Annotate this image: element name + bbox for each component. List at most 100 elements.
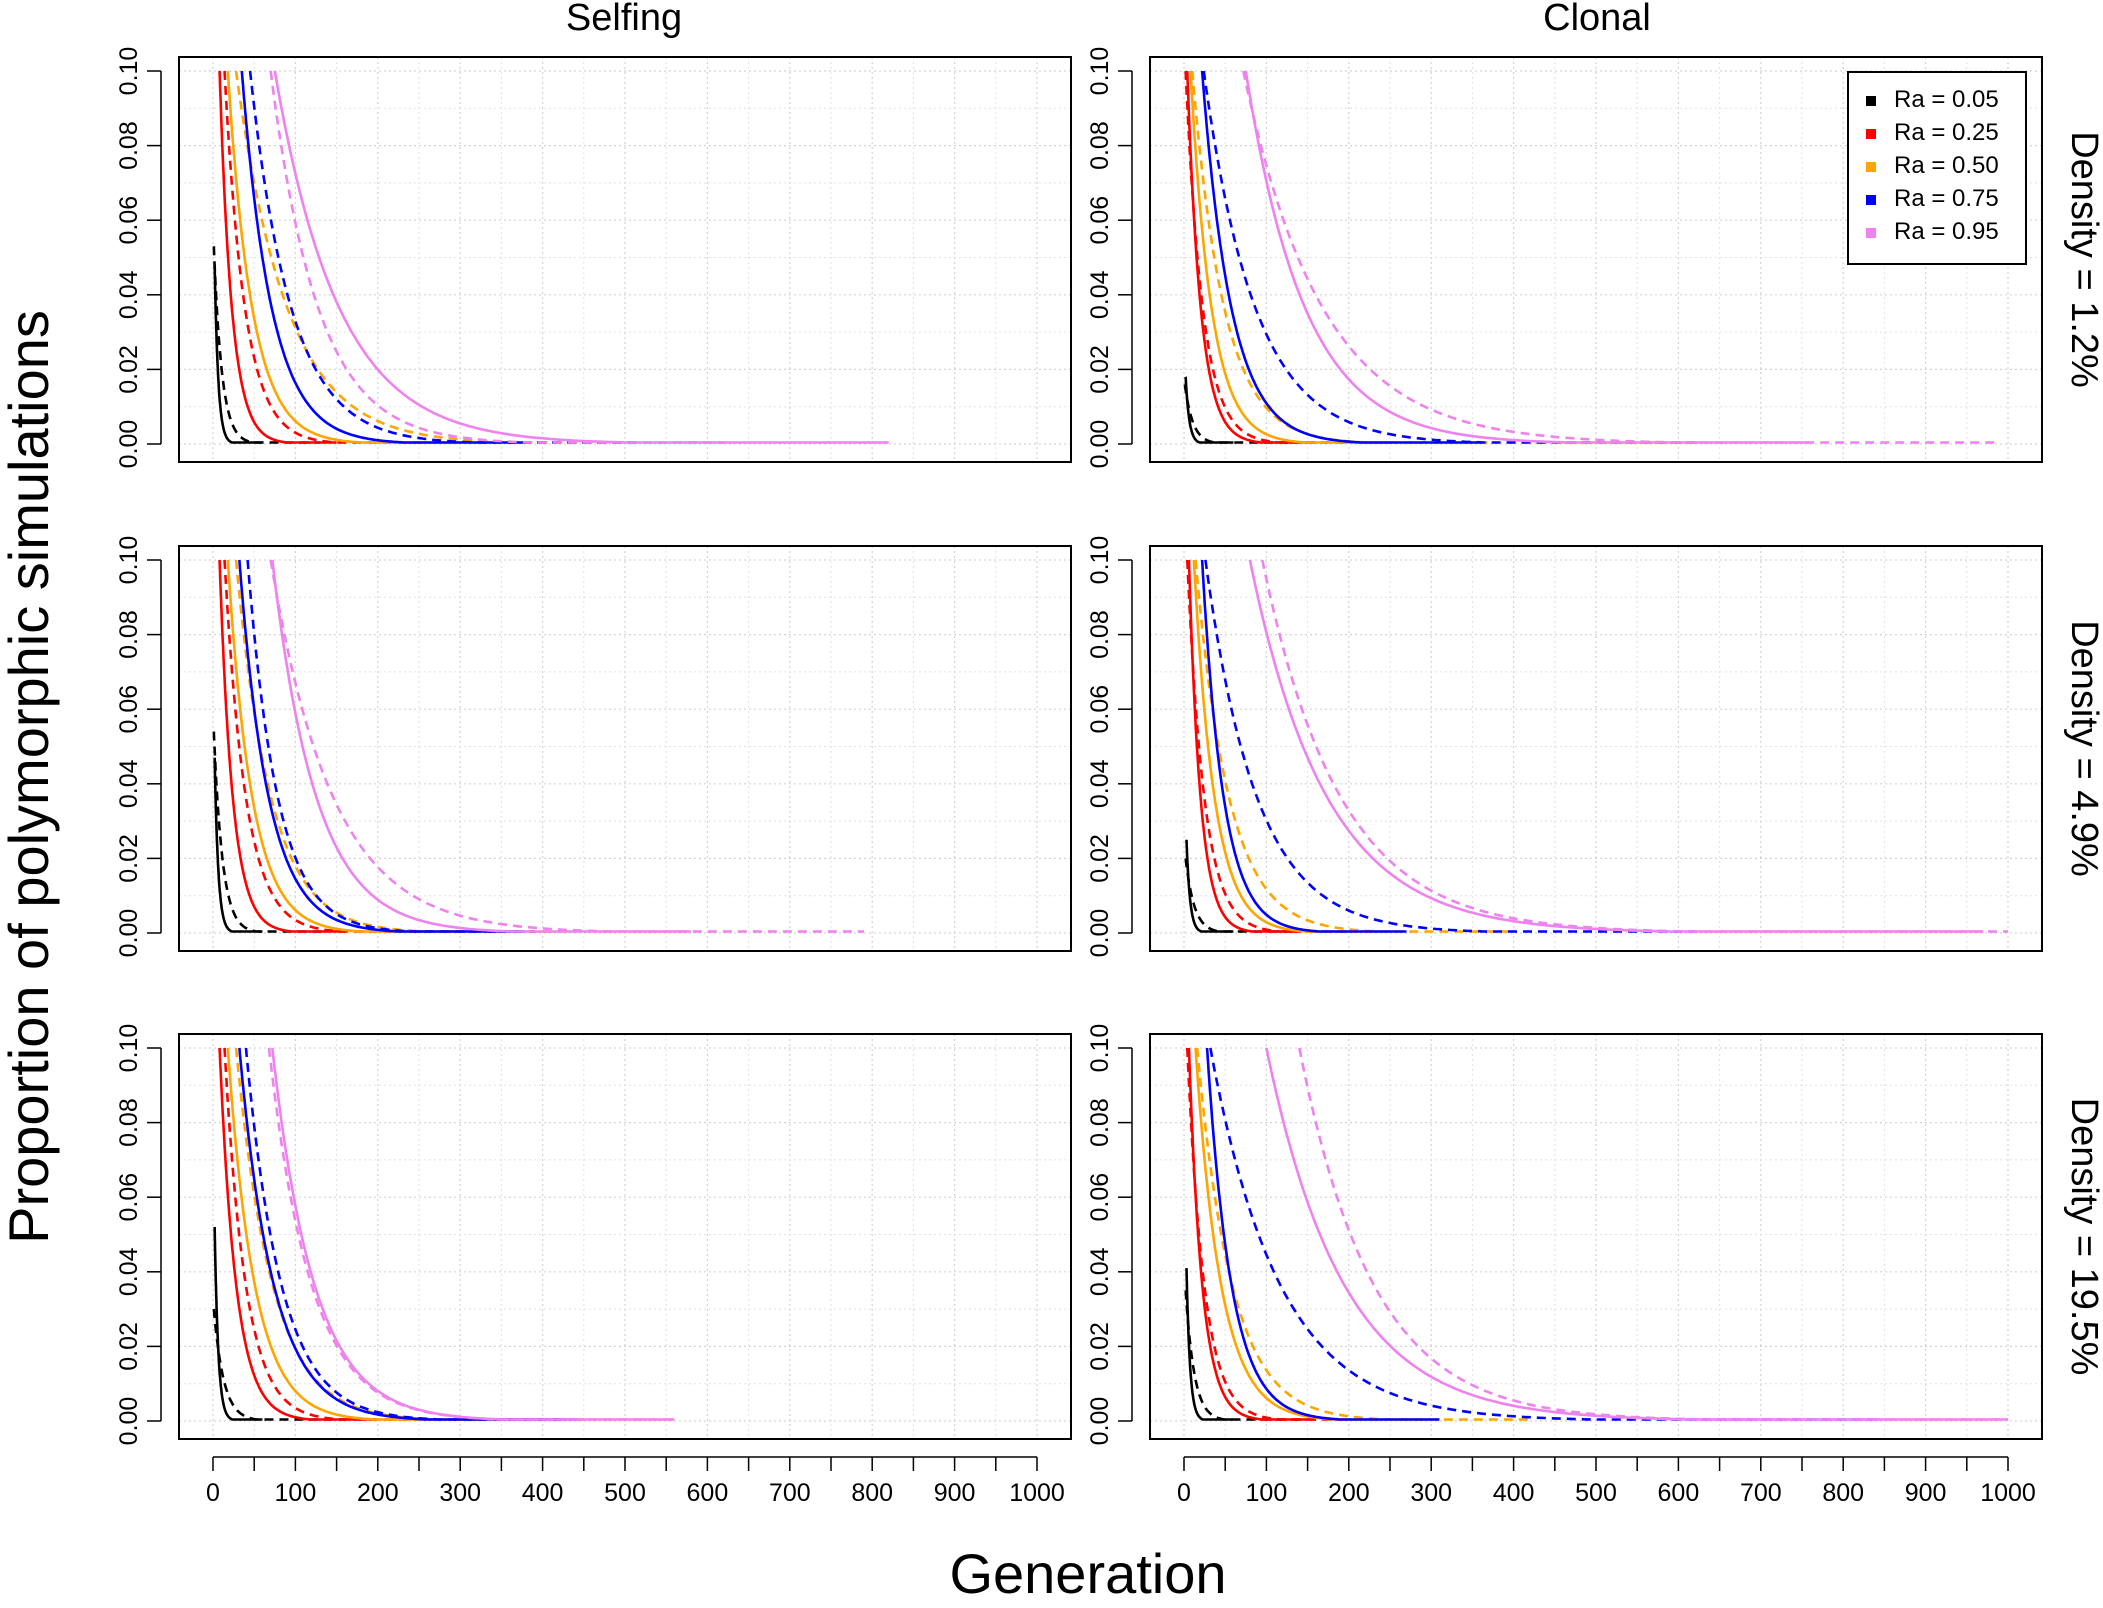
series-line-095-dashed bbox=[1298, 1047, 2008, 1421]
series-line-050-solid bbox=[1194, 1047, 1440, 1421]
series-line-095-solid bbox=[1244, 70, 1811, 444]
panel-frame bbox=[1149, 56, 2043, 463]
y-tick-label: 0.00 bbox=[115, 1397, 143, 1446]
legend-swatch bbox=[1866, 129, 1876, 139]
legend-swatch bbox=[1866, 195, 1876, 205]
y-tick-label: 0.00 bbox=[1086, 1397, 1114, 1446]
x-tick-label: 500 bbox=[604, 1479, 646, 1507]
y-tick-label: 0.08 bbox=[115, 121, 143, 170]
y-tick-label: 0.06 bbox=[115, 685, 143, 734]
x-tick-label: 700 bbox=[1740, 1479, 1782, 1507]
series-line-050-solid bbox=[1189, 70, 1390, 444]
series-line-005-solid bbox=[213, 264, 263, 444]
x-tick-label: 1000 bbox=[1980, 1479, 2036, 1507]
panel-clonal-density-1-2: 0.00 0.02 0.04 0.06 0.08 0.10 Density = 1.2% Ra… bbox=[1086, 47, 2103, 469]
series-line-005-dashed bbox=[1184, 1290, 1300, 1421]
series-line-005-dashed bbox=[1183, 383, 1292, 444]
y-tick-label: 0.06 bbox=[115, 196, 143, 245]
x-tick-label: 800 bbox=[851, 1479, 893, 1507]
y-tick-label: 0.02 bbox=[115, 345, 143, 394]
series-line-095-dashed bbox=[1261, 559, 2008, 933]
panels: 0.00 0.02 0.04 0.06 0.08 0.10 0.00 0.02 0.04 0.06… bbox=[115, 47, 2103, 1507]
y-tick-label: 0.10 bbox=[1086, 536, 1114, 585]
series-line-075-solid bbox=[238, 1047, 568, 1421]
x-tick-label: 300 bbox=[1410, 1479, 1452, 1507]
x-tick-label: 0 bbox=[1177, 1479, 1191, 1507]
y-tick-label: 0.04 bbox=[115, 270, 143, 319]
panel-clonal-density-4-9: 0.00 0.02 0.04 0.06 0.08 0.10 Density = 4.9% bbox=[1086, 536, 2103, 958]
panel-clonal-density-19-5: 0.00 0.02 0.04 0.06 0.08 0.10 Density = 19.5% 0… bbox=[1086, 1024, 2103, 1507]
panel-selfing-density-1-2: 0.00 0.02 0.04 0.06 0.08 0.10 bbox=[115, 47, 1072, 469]
row-label: Density = 1.2% bbox=[2063, 131, 2103, 388]
legend-label: Ra = 0.75 bbox=[1894, 185, 1999, 212]
y-tick-label: 0.04 bbox=[1086, 759, 1114, 808]
y-tick-label: 0.08 bbox=[1086, 121, 1114, 170]
x-tick-label: 800 bbox=[1822, 1479, 1864, 1507]
y-tick-label: 0.06 bbox=[115, 1173, 143, 1222]
series-line-075-dashed bbox=[244, 1047, 584, 1421]
x-tick-label: 600 bbox=[687, 1479, 729, 1507]
x-tick-label: 0 bbox=[206, 1479, 220, 1507]
series-line-050-dashed bbox=[234, 1047, 584, 1421]
y-tick-label: 0.04 bbox=[1086, 270, 1114, 319]
y-tick-label: 0.04 bbox=[115, 1247, 143, 1296]
panel-frame bbox=[178, 56, 1072, 463]
series-line-025-dashed bbox=[223, 559, 428, 933]
legend-label: Ra = 0.25 bbox=[1894, 119, 1999, 146]
series-line-075-solid bbox=[1200, 70, 1481, 444]
y-tick-label: 0.06 bbox=[1086, 685, 1114, 734]
series-line-095-dashed bbox=[267, 1047, 675, 1421]
series-line-095-dashed bbox=[1242, 70, 2000, 444]
x-tick-label: 900 bbox=[934, 1479, 976, 1507]
x-tick-label: 100 bbox=[1246, 1479, 1288, 1507]
legend-label: Ra = 0.95 bbox=[1894, 218, 1999, 245]
y-tick-label: 0.10 bbox=[115, 1024, 143, 1073]
y-tick-label: 0.08 bbox=[1086, 610, 1114, 659]
y-tick-label: 0.08 bbox=[1086, 1098, 1114, 1147]
panel-selfing-density-19-5: 0.00 0.02 0.04 0.06 0.08 0.10 0 100 200 300 400 500… bbox=[115, 1024, 1072, 1507]
panel-frame bbox=[178, 1033, 1072, 1440]
x-tick-label: 200 bbox=[357, 1479, 399, 1507]
column-title-selfing: Selfing bbox=[566, 0, 682, 39]
y-tick-label: 0.00 bbox=[115, 420, 143, 469]
series-line-075-solid bbox=[238, 559, 518, 933]
y-tick-label: 0.02 bbox=[1086, 1322, 1114, 1371]
x-tick-label: 1000 bbox=[1009, 1479, 1065, 1507]
series-line-025-solid bbox=[218, 1048, 378, 1421]
series-line-075-dashed bbox=[1209, 1047, 1877, 1421]
series-line-005-solid bbox=[1184, 376, 1234, 444]
y-tick-label: 0.00 bbox=[1086, 909, 1114, 958]
x-tick-label: 300 bbox=[439, 1479, 481, 1507]
legend-box bbox=[1847, 71, 2027, 265]
series-line-095-solid bbox=[271, 559, 691, 933]
x-tick-label: 500 bbox=[1575, 1479, 1617, 1507]
x-tick-label: 600 bbox=[1658, 1479, 1700, 1507]
x-tick-label: 400 bbox=[522, 1479, 564, 1507]
y-tick-label: 0.10 bbox=[115, 536, 143, 585]
series-line-095-solid bbox=[1248, 559, 1984, 933]
series-line-025-solid bbox=[218, 560, 345, 933]
y-tick-label: 0.02 bbox=[115, 1322, 143, 1371]
series-line-075-dashed bbox=[1202, 70, 1695, 444]
y-tick-label: 0.06 bbox=[1086, 196, 1114, 245]
series-line-005-solid bbox=[213, 757, 263, 933]
series-line-095-solid bbox=[273, 70, 889, 444]
y-tick-label: 0.10 bbox=[115, 47, 143, 96]
y-tick-label: 0.10 bbox=[1086, 47, 1114, 96]
series-line-050-solid bbox=[1192, 560, 1390, 933]
series-line-025-dashed bbox=[1186, 1048, 1349, 1421]
panel-frame bbox=[1149, 1033, 2043, 1440]
series-line-075-dashed bbox=[246, 559, 535, 933]
series-line-095-dashed bbox=[269, 559, 864, 933]
row-label: Density = 19.5% bbox=[2063, 1098, 2103, 1376]
y-tick-label: 0.00 bbox=[1086, 420, 1114, 469]
series-line-095-solid bbox=[1265, 1047, 2008, 1421]
x-tick-label: 400 bbox=[1493, 1479, 1535, 1507]
x-tick-label: 700 bbox=[769, 1479, 811, 1507]
y-tick-label: 0.04 bbox=[1086, 1247, 1114, 1296]
legend-label: Ra = 0.50 bbox=[1894, 152, 1999, 179]
panel-selfing-density-4-9: 0.00 0.02 0.04 0.06 0.08 0.10 bbox=[115, 536, 1072, 957]
y-tick-label: 0.06 bbox=[1086, 1173, 1114, 1222]
y-tick-label: 0.08 bbox=[115, 1098, 143, 1147]
